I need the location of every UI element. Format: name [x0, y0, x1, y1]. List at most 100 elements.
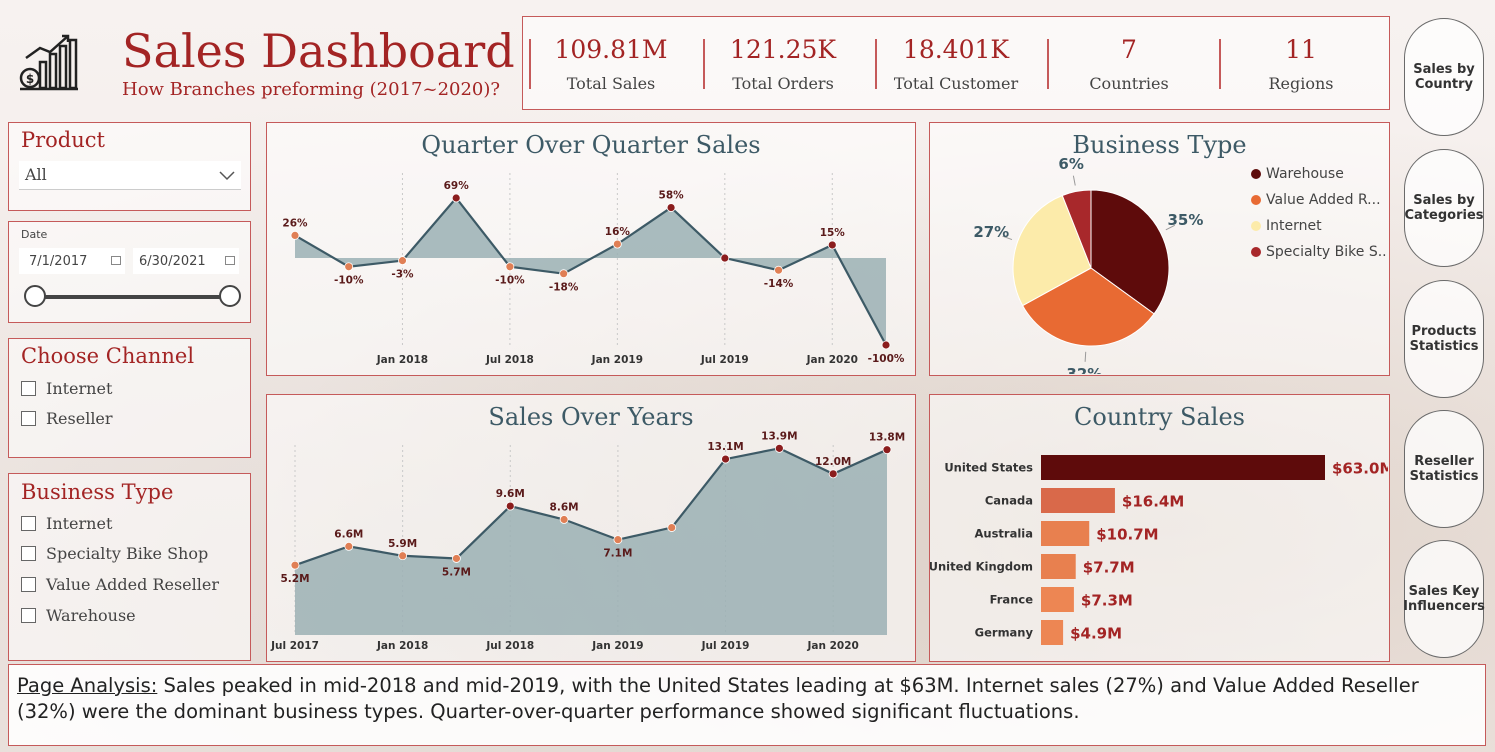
nav-sales-by-categories-button[interactable]: Sales by Categories [1404, 149, 1484, 267]
qoq-chart-panel: Quarter Over Quarter Sales 26% -10% -3% 69%… [266, 122, 916, 376]
data-point [451, 193, 461, 203]
date-range-start-handle[interactable] [24, 285, 46, 307]
data-label: 16% [605, 226, 631, 238]
sales-chart-icon: $ [19, 34, 78, 91]
start-date-input[interactable]: 7/1/2017 [19, 248, 125, 274]
checkbox[interactable] [21, 577, 36, 592]
analysis-text: Sales peaked in mid-2018 and mid-2019, w… [17, 674, 1419, 723]
x-tick-label: Jul 2019 [700, 354, 749, 366]
product-slicer: Product All [8, 122, 251, 211]
data-label: 13.1M [707, 441, 743, 453]
business-option-value-added-reseller[interactable]: Value Added Reseller [21, 575, 219, 594]
bar-value-label: $7.7M [1083, 559, 1135, 577]
kpi-total-customer: 18.401K Total Customer [870, 17, 1042, 111]
pie-slice [1061, 189, 1092, 269]
nav-sales-by-country-button[interactable]: Sales by Country [1404, 18, 1484, 136]
option-label: Warehouse [46, 606, 136, 625]
category-label: United Kingdom [930, 560, 1033, 574]
data-point [667, 523, 677, 532]
kpi-label: Countries [1089, 74, 1169, 93]
x-tick-label: Jan 2019 [591, 640, 643, 652]
business-type-pie-chart: 35% Warehouse 32% Value Added R... 27% Intern… [973, 155, 1388, 374]
x-tick-label: Jul 2018 [485, 354, 534, 366]
option-label: Internet [46, 379, 113, 398]
bar [1041, 587, 1074, 612]
checkbox[interactable] [21, 608, 36, 623]
nav-products-statistics-button[interactable]: Products Statistics [1404, 280, 1484, 398]
sales-over-years-title: Sales Over Years [488, 403, 694, 431]
business-type-chart-title: Business Type [1072, 131, 1247, 159]
legend-marker [1251, 247, 1261, 257]
option-label: Internet [46, 514, 113, 533]
data-point [612, 239, 622, 249]
business-type-slicer-title: Business Type [21, 480, 174, 504]
slice-label: 35% [1167, 211, 1203, 229]
legend-marker [1251, 169, 1261, 179]
data-point [774, 443, 784, 453]
kpi-label: Total Orders [732, 74, 834, 93]
data-label: 5.9M [388, 538, 417, 550]
x-tick-label: Jul 2019 [701, 640, 750, 652]
category-label: Germany [975, 626, 1034, 640]
data-label: -14% [764, 278, 794, 290]
kpi-separator [1219, 39, 1221, 89]
product-dropdown[interactable]: All [19, 161, 241, 190]
data-point [827, 240, 837, 250]
business-option-warehouse[interactable]: Warehouse [21, 606, 136, 625]
legend-label: Internet [1266, 218, 1322, 234]
kpi-value: 121.25K [729, 35, 837, 64]
x-tick-label: Jan 2018 [376, 640, 428, 652]
calendar-icon [225, 256, 235, 265]
leader-line [1072, 175, 1076, 186]
slice-label: 6% [1058, 155, 1083, 173]
legend-label: Specialty Bike S... [1266, 244, 1388, 260]
kpi-separator [703, 39, 705, 89]
page-title: Sales Dashboard [122, 24, 515, 78]
data-point [720, 253, 730, 263]
data-label: 13.8M [869, 432, 905, 444]
pie-slice [1021, 267, 1155, 347]
business-option-specialty-bike-shop[interactable]: Specialty Bike Shop [21, 544, 208, 563]
pie-slice [1012, 194, 1092, 307]
calendar-icon [111, 256, 121, 265]
channel-option-reseller[interactable]: Reseller [21, 409, 113, 428]
end-date-input[interactable]: 6/30/2021 [133, 248, 239, 274]
kpi-total-orders: 121.25K Total Orders [697, 17, 869, 111]
date-slicer: Date 7/1/2017 6/30/2021 [8, 221, 251, 323]
date-range-end-handle[interactable] [219, 285, 241, 307]
checkbox[interactable] [21, 381, 36, 396]
business-option-internet[interactable]: Internet [21, 514, 112, 533]
data-point [613, 535, 623, 545]
data-point [559, 515, 569, 524]
checkbox[interactable] [21, 411, 36, 426]
channel-slicer-title: Choose Channel [21, 344, 195, 368]
data-point [398, 256, 407, 266]
sales-over-years-chart: 5.2M 6.6M 5.9M 5.7M 9.6M 8.6M 7.1M 13.1M 13.9M 12… [270, 430, 905, 652]
slice-label: 32% [1066, 365, 1102, 374]
data-label: -3% [391, 269, 414, 281]
option-label: Reseller [46, 409, 113, 428]
bar [1041, 488, 1115, 513]
nav-reseller-statistics-button[interactable]: Reseller Statistics [1404, 410, 1484, 528]
kpi-value: 109.81M [554, 35, 668, 64]
data-point [559, 269, 569, 279]
data-label: 8.6M [550, 502, 579, 514]
page-subtitle: How Branches preforming (2017~2020)? [122, 79, 501, 100]
data-point [398, 551, 408, 561]
date-slicer-title: Date [21, 228, 48, 241]
end-date-value: 6/30/2021 [139, 254, 206, 269]
x-tick-label: Jan 2018 [376, 354, 428, 366]
bar [1041, 521, 1090, 546]
category-label: Canada [985, 494, 1033, 508]
data-label: -18% [549, 282, 579, 294]
checkbox[interactable] [21, 546, 36, 561]
data-label: 13.9M [761, 430, 797, 442]
checkbox[interactable] [21, 516, 36, 531]
channel-option-internet[interactable]: Internet [21, 379, 112, 398]
product-slicer-title: Product [21, 128, 105, 152]
sales-over-years-panel: Sales Over Years 5.2M 6.6M 5.9M 5.7M 9.6M 8.6… [266, 394, 916, 662]
nav-sales-key-influencers-button[interactable]: Sales Key Influencers [1403, 540, 1485, 658]
data-point [505, 501, 515, 511]
data-point [666, 203, 676, 212]
bar [1041, 455, 1325, 480]
